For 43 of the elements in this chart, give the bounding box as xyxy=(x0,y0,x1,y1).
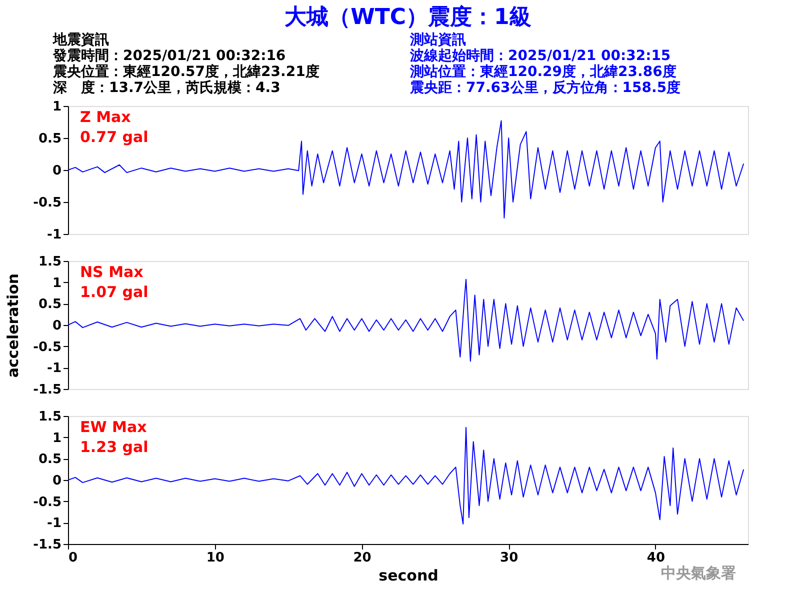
text: 震央距：77.63公里，反方位角：158.5度 xyxy=(409,79,681,96)
text: 波線起始時間：2025/01/21 00:32:15 xyxy=(409,48,671,64)
text: 測站資訊 xyxy=(409,31,466,48)
text: 地震資訊 xyxy=(52,31,109,48)
x-tick-label: 20 xyxy=(353,550,372,566)
y-axis-title: acceleration xyxy=(4,273,22,378)
annotation: NS Max xyxy=(80,263,144,281)
y-tick-label: 1.5 xyxy=(38,254,62,270)
y-tick-label: 1 xyxy=(52,100,62,114)
x-tick-label: 0 xyxy=(68,550,78,566)
text: 發震時間：2025/01/21 00:32:16 xyxy=(52,48,286,64)
y-tick-label: -1.5 xyxy=(33,382,62,398)
chart-title: 大城（WTC）震度：1級 xyxy=(284,4,532,30)
x-tick-label: 40 xyxy=(646,550,666,566)
annotation: 1.07 gal xyxy=(80,283,148,301)
y-tick-label: -1 xyxy=(47,361,62,376)
line-series xyxy=(68,278,744,362)
y-tick-label: -0.5 xyxy=(33,494,62,510)
y-tick-label: 0.5 xyxy=(38,452,62,468)
annotation: EW Max xyxy=(80,418,148,436)
annotation: 1.23 gal xyxy=(80,438,148,456)
y-tick-label: -1 xyxy=(47,228,62,242)
y-tick-label: -0.5 xyxy=(33,340,62,355)
y-tick-label: 1 xyxy=(52,276,62,291)
x-axis-title: second xyxy=(378,566,438,584)
y-tick-label: 0 xyxy=(52,318,62,334)
annotation: 0.77 gal xyxy=(80,128,148,146)
y-tick-label: 0 xyxy=(52,164,62,178)
y-tick-label: -1.5 xyxy=(33,538,62,552)
y-tick-label: -1 xyxy=(47,516,62,532)
text: 中央氣象署 xyxy=(661,564,736,582)
y-tick-label: 1.5 xyxy=(38,410,62,424)
y-tick-label: 0.5 xyxy=(38,297,62,312)
annotation: Z Max xyxy=(80,108,132,126)
text: 測站位置：東經120.29度，北緯23.86度 xyxy=(409,63,676,80)
y-tick-label: 1 xyxy=(52,430,62,446)
y-tick-label: 0.5 xyxy=(38,132,62,146)
y-tick-label: -0.5 xyxy=(33,196,62,210)
y-tick-label: 0 xyxy=(52,474,62,488)
text: 震央位置：東經120.57度，北緯23.21度 xyxy=(52,63,320,80)
x-tick-label: 10 xyxy=(206,550,224,566)
text: 深 度：13.7公里，芮氏規模：4.3 xyxy=(52,79,280,96)
x-tick-label: 30 xyxy=(500,550,518,566)
